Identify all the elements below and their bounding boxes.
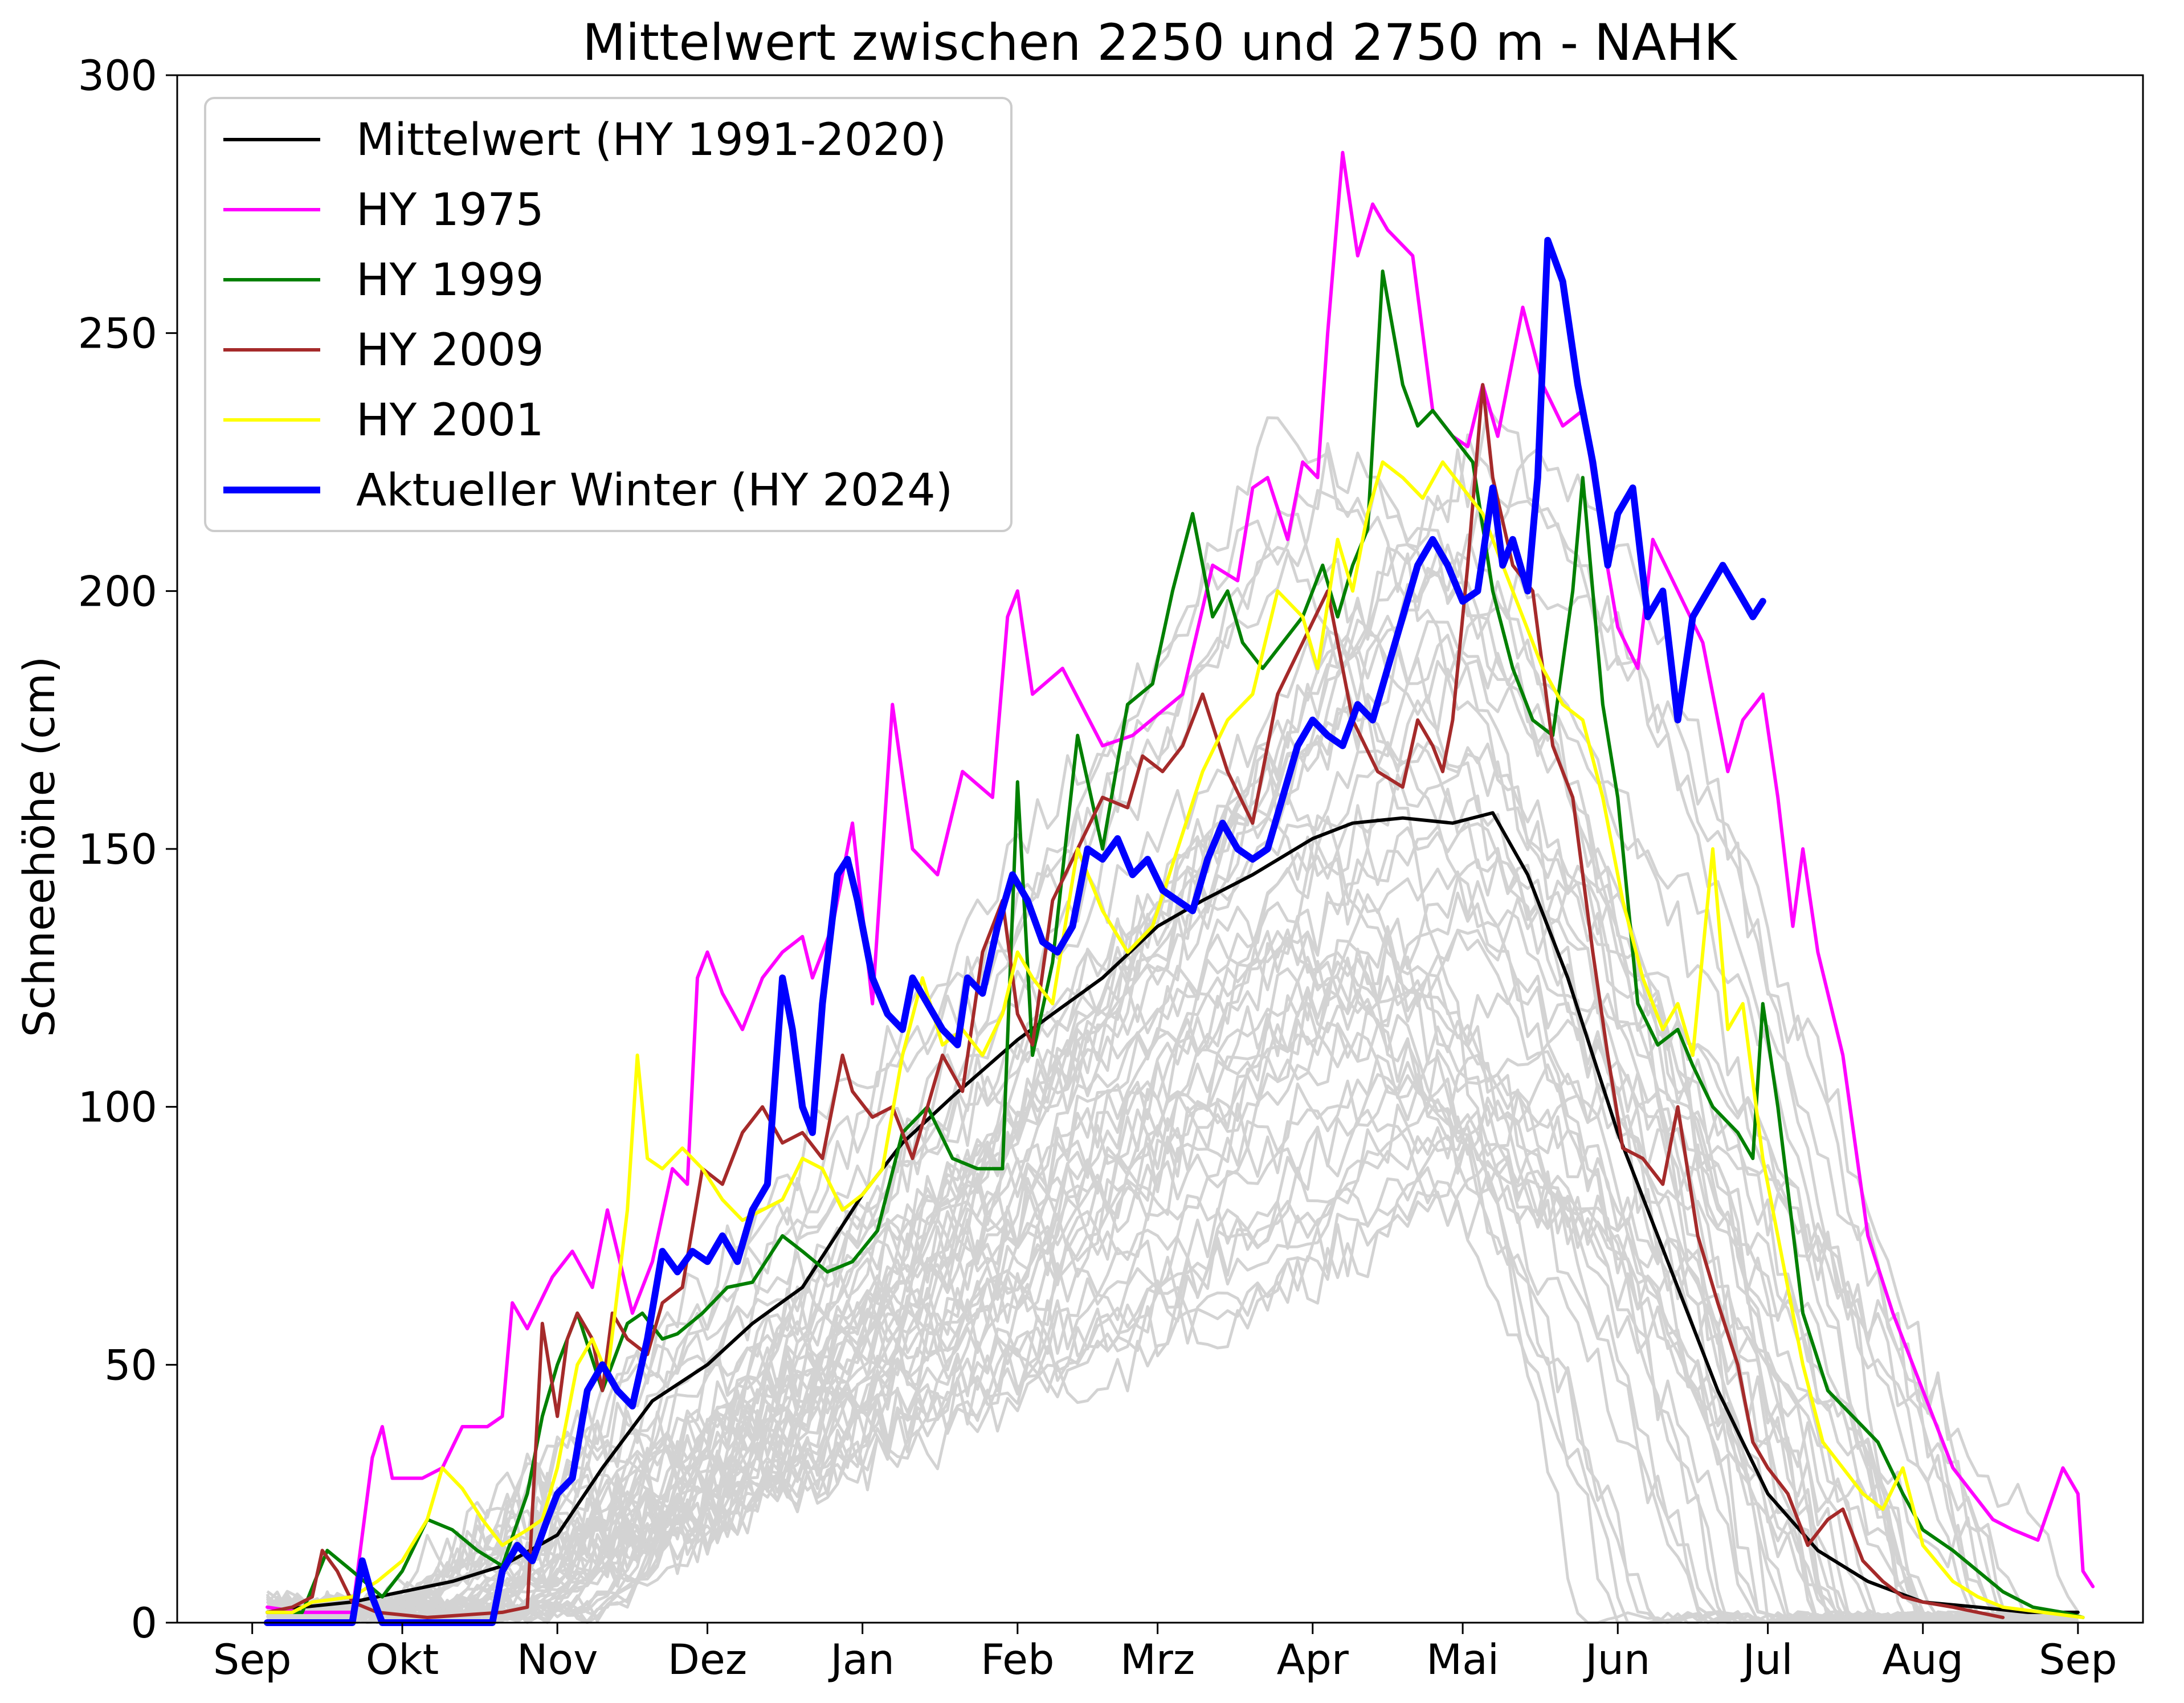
legend-items: Mittelwert (HY 1991-2020) HY 1975 HY 1999 H… bbox=[223, 115, 953, 516]
y-tick-label: 200 bbox=[78, 567, 157, 616]
background-winter-line bbox=[266, 1022, 2079, 1624]
background-winter-line bbox=[266, 824, 2078, 1624]
x-tick-label: Jul bbox=[1741, 1636, 1793, 1684]
x-tick-label: Sep bbox=[213, 1636, 292, 1684]
y-tick-label: 300 bbox=[78, 52, 157, 100]
series-line-0 bbox=[266, 811, 2080, 1614]
background-winter-line bbox=[267, 416, 2078, 1624]
background-winter-line bbox=[266, 1109, 2079, 1624]
y-tick-label: 0 bbox=[131, 1599, 157, 1648]
series-lines bbox=[264, 150, 2095, 1626]
background-winter-line bbox=[266, 1049, 2079, 1624]
x-tick-label: Mai bbox=[1426, 1636, 1499, 1684]
background-winter-line bbox=[266, 989, 2079, 1624]
x-tick-label: Okt bbox=[366, 1636, 439, 1684]
x-tick-label: Dez bbox=[668, 1636, 747, 1684]
y-tick-label: 250 bbox=[78, 310, 157, 358]
background-winter-line bbox=[267, 697, 2078, 1624]
series-line-4 bbox=[266, 460, 2085, 1619]
background-winter-line bbox=[266, 1159, 2079, 1624]
x-tick-label: Mrz bbox=[1120, 1636, 1195, 1684]
legend-label: Aktueller Winter (HY 2024) bbox=[356, 465, 953, 516]
x-tick-label: Apr bbox=[1277, 1636, 1349, 1684]
y-tick-label: 50 bbox=[104, 1341, 157, 1390]
background-winter-line bbox=[266, 1155, 2078, 1624]
background-winter-line bbox=[267, 879, 2078, 1624]
x-tick-label: Nov bbox=[517, 1636, 598, 1684]
chart-title: Mittelwert zwischen 2250 und 2750 m - NA… bbox=[582, 13, 1738, 72]
background-winter-line bbox=[266, 854, 2079, 1624]
legend-label: HY 1999 bbox=[356, 255, 544, 306]
legend-label: Mittelwert (HY 1991-2020) bbox=[356, 115, 946, 166]
background-winter-line bbox=[267, 475, 2079, 1624]
background-winter-line bbox=[266, 1063, 2079, 1624]
legend-box bbox=[204, 97, 1013, 532]
legend-label: HY 2009 bbox=[356, 325, 544, 376]
legend-label: HY 1975 bbox=[356, 185, 544, 236]
x-tick-label: Jan bbox=[828, 1636, 895, 1684]
legend-label: HY 2001 bbox=[356, 395, 544, 446]
x-tick-label: Aug bbox=[1882, 1636, 1963, 1684]
x-tick-label: Jun bbox=[1583, 1636, 1650, 1684]
series-line-1 bbox=[266, 150, 2095, 1614]
series-line-3 bbox=[266, 383, 2005, 1619]
series-line-5 bbox=[264, 236, 1766, 1626]
legend: Mittelwert (HY 1991-2020) HY 1975 HY 1999 H… bbox=[204, 97, 1013, 532]
y-tick-label: 100 bbox=[78, 1084, 157, 1132]
x-tick-label: Feb bbox=[981, 1636, 1054, 1684]
y-axis: 0 50 100 150 200 250 300 bbox=[78, 52, 177, 1648]
background-winter-line bbox=[267, 442, 2079, 1624]
y-tick-label: 150 bbox=[78, 826, 157, 874]
series-line-2 bbox=[266, 269, 2085, 1619]
background-winter-line bbox=[266, 570, 2079, 1624]
x-tick-label: Sep bbox=[2039, 1636, 2117, 1684]
x-axis: Sep Okt Nov Dez Jan Feb Mrz Apr Mai Jun Jul Aug Sep bbox=[213, 1623, 2117, 1684]
y-axis-label: Schneehöhe (cm) bbox=[14, 656, 64, 1038]
